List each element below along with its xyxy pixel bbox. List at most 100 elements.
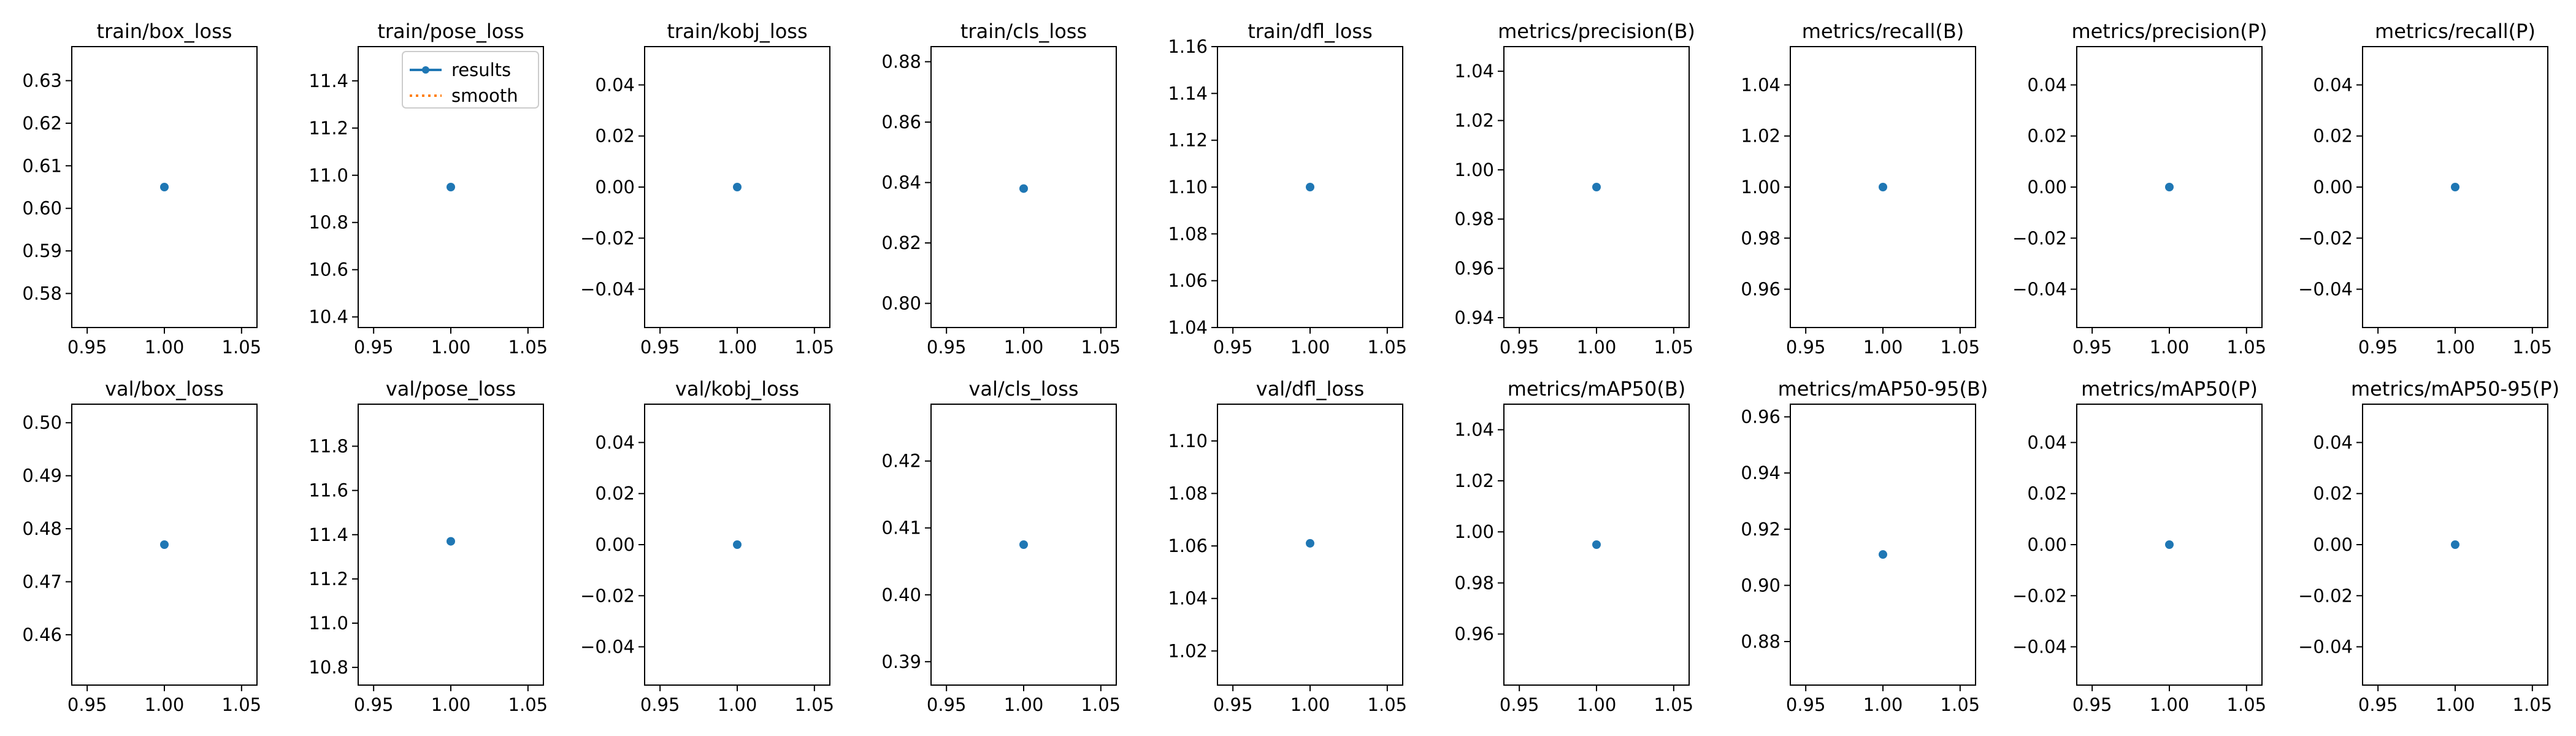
y-tick-label: 0.04 [595, 432, 635, 453]
y-tick-label: −0.04 [580, 637, 635, 657]
x-tick-label: 1.05 [2227, 694, 2267, 715]
y-tick-label: 10.6 [309, 259, 348, 280]
y-tick-label: 1.10 [1168, 431, 1208, 451]
x-tick-label: 0.95 [1786, 337, 1826, 358]
subplot-16: metrics/mAP50-95(B) 0.95 1.00 1.05 0.88 0.90 0… [1741, 377, 1988, 715]
y-tick-label: 11.2 [309, 569, 348, 589]
y-tick-label: 0.96 [1454, 258, 1494, 279]
y-tick-label: −0.02 [580, 585, 635, 606]
y-tick-label: 0.86 [881, 112, 921, 132]
x-tick-label: 1.05 [508, 694, 548, 715]
y-tick-label: 0.41 [881, 518, 921, 539]
x-tick-label: 0.95 [1500, 694, 1539, 715]
y-tick-label: 0.62 [22, 113, 62, 134]
x-tick-label: 1.00 [1577, 337, 1617, 358]
y-tick-label: 0.84 [881, 172, 921, 193]
x-tick-label: 1.00 [2436, 694, 2475, 715]
y-tick-label: −0.02 [2298, 585, 2353, 606]
data-point [1019, 540, 1028, 549]
y-tick-label: −0.02 [2298, 228, 2353, 248]
data-point [733, 183, 742, 191]
data-point [2165, 183, 2174, 191]
legend: results smooth [402, 51, 539, 109]
legend-label-smooth: smooth [451, 85, 518, 106]
y-tick-label: 0.94 [1741, 462, 1781, 483]
x-tick-label: 0.95 [67, 337, 107, 358]
y-tick-label: 0.00 [2313, 177, 2353, 197]
y-tick-label: 0.50 [22, 412, 62, 433]
y-tick-label: 0.90 [1741, 575, 1781, 596]
y-tick-label: 0.80 [881, 293, 921, 314]
data-point [2165, 540, 2174, 549]
x-tick-label: 1.00 [1290, 337, 1330, 358]
y-tick-label: −0.04 [2298, 279, 2353, 300]
subplot-title: metrics/mAP50-95(B) [1778, 377, 1988, 401]
y-tick-label: 11.2 [309, 118, 348, 139]
data-point [447, 183, 455, 191]
y-tick-label: 0.00 [2027, 177, 2067, 197]
y-tick-label: 0.49 [22, 466, 62, 486]
x-tick-label: 1.05 [1368, 694, 1408, 715]
x-tick-label: 1.05 [222, 337, 262, 358]
subplot-title: metrics/recall(P) [2375, 20, 2536, 43]
subplot-title: train/box_loss [97, 20, 232, 43]
subplot-9: metrics/recall(P) 0.95 1.00 1.05 −0.04 −0.02 0… [2298, 20, 2552, 358]
y-tick-label: 1.04 [1168, 317, 1208, 338]
subplot-title: metrics/precision(P) [2071, 20, 2267, 43]
y-tick-label: 0.61 [22, 155, 62, 176]
data-point [1592, 183, 1601, 191]
data-point [2451, 540, 2459, 549]
subplot-17: metrics/mAP50(P) 0.95 1.00 1.05 −0.04 −0.02 0.… [2012, 377, 2266, 715]
y-tick-label: 0.04 [2027, 432, 2067, 453]
y-tick-label: 0.96 [1741, 407, 1781, 427]
x-tick-label: 1.05 [1654, 694, 1694, 715]
y-tick-label: 1.06 [1168, 270, 1208, 291]
subplot-title: train/pose_loss [377, 20, 524, 43]
y-tick-label: 0.00 [2027, 534, 2067, 555]
y-tick-label: 1.00 [1454, 521, 1494, 542]
legend-marker-results [422, 66, 429, 74]
y-tick-label: 0.39 [881, 651, 921, 672]
x-tick-label: 0.95 [2358, 337, 2398, 358]
y-tick-label: 1.10 [1168, 177, 1208, 197]
x-tick-label: 1.05 [1941, 694, 1980, 715]
y-tick-label: 1.08 [1168, 223, 1208, 244]
x-tick-label: 1.00 [1004, 694, 1044, 715]
x-tick-label: 1.00 [2150, 337, 2190, 358]
subplot-title: val/pose_loss [386, 377, 516, 401]
data-point [1306, 539, 1314, 548]
x-tick-label: 1.05 [222, 694, 262, 715]
axes-frame [1790, 404, 1976, 686]
y-tick-label: 0.63 [22, 71, 62, 91]
y-tick-label: 0.98 [1741, 228, 1781, 248]
x-tick-label: 1.05 [1081, 337, 1121, 358]
y-tick-label: −0.02 [2012, 585, 2067, 606]
x-tick-label: 1.05 [795, 337, 835, 358]
y-tick-label: 0.04 [2027, 74, 2067, 95]
data-point [160, 540, 169, 549]
x-tick-label: 1.05 [1081, 694, 1121, 715]
y-tick-label: 0.02 [2313, 126, 2353, 147]
y-tick-label: 0.94 [1454, 307, 1494, 328]
data-point [2451, 183, 2459, 191]
y-tick-label: 0.88 [1741, 631, 1781, 652]
y-tick-label: 1.04 [1454, 61, 1494, 82]
y-tick-label: 0.02 [2027, 483, 2067, 504]
subplot-title: val/cls_loss [968, 377, 1078, 401]
x-tick-label: 1.00 [2150, 694, 2190, 715]
x-tick-label: 1.00 [1004, 337, 1044, 358]
y-tick-label: 0.02 [2313, 483, 2353, 504]
y-tick-label: 0.02 [595, 483, 635, 504]
y-tick-label: 0.00 [595, 534, 635, 555]
y-tick-label: 1.12 [1168, 130, 1208, 151]
y-tick-label: 0.00 [2313, 534, 2353, 555]
x-tick-label: 1.00 [2436, 337, 2475, 358]
subplot-10: val/box_loss 0.95 1.00 1.05 0.46 0.47 0.48 0.49… [22, 377, 261, 715]
x-tick-label: 0.95 [1786, 694, 1826, 715]
y-tick-label: −0.02 [2012, 228, 2067, 248]
x-tick-label: 1.05 [2513, 694, 2553, 715]
x-tick-label: 0.95 [927, 337, 967, 358]
subplot-8: metrics/precision(P) 0.95 1.00 1.05 −0.04 −0.… [2012, 20, 2267, 358]
y-tick-label: 0.96 [1741, 279, 1781, 300]
